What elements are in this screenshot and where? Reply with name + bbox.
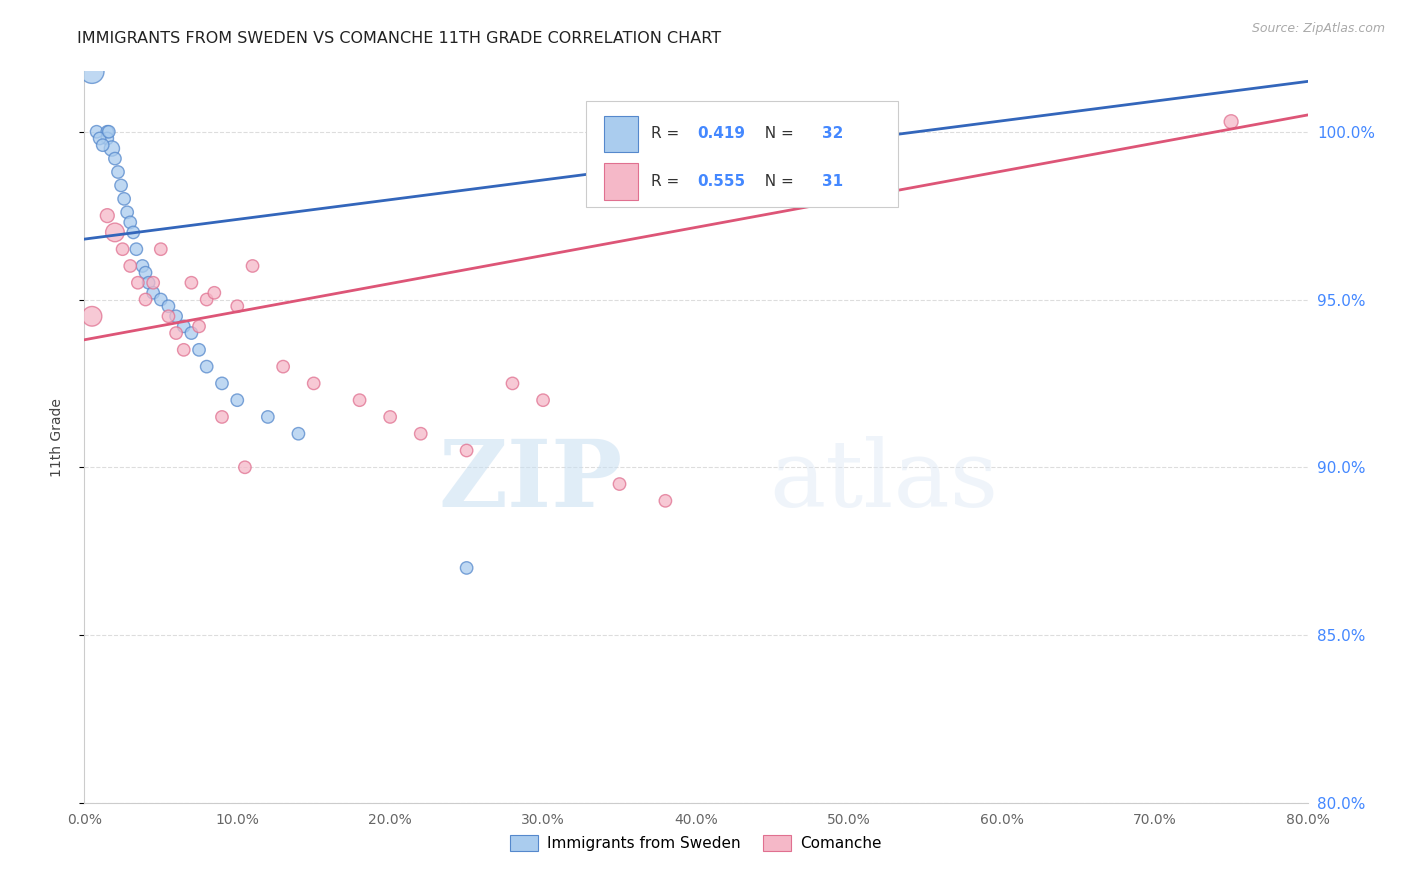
Text: 32: 32 [823,127,844,142]
Text: 31: 31 [823,174,844,189]
Text: Source: ZipAtlas.com: Source: ZipAtlas.com [1251,22,1385,36]
Point [104,226,127,240]
Point [138,276,160,290]
Point [349,393,371,408]
Point [211,376,233,391]
Text: R =: R = [651,127,683,142]
Point [302,376,325,391]
Point [188,319,211,334]
Point [142,285,165,300]
Point [86,125,108,139]
Point [80,64,103,78]
Point [142,276,165,290]
Point [101,142,124,156]
Text: 0.419: 0.419 [697,127,745,142]
Point [233,460,256,475]
Point [149,293,172,307]
Text: ZIP: ZIP [439,436,623,526]
Point [1220,114,1243,128]
Text: atlas: atlas [769,436,998,526]
Point [165,310,187,324]
Point [110,178,132,193]
Point [180,326,202,340]
Text: IMMIGRANTS FROM SWEDEN VS COMANCHE 11TH GRADE CORRELATION CHART: IMMIGRANTS FROM SWEDEN VS COMANCHE 11TH … [77,31,721,46]
Point [226,299,249,313]
Point [120,215,142,229]
FancyBboxPatch shape [605,116,638,153]
Point [211,409,233,424]
Point [96,209,118,223]
Text: N =: N = [755,174,799,189]
Point [195,359,218,374]
Point [135,293,157,307]
Legend: Immigrants from Sweden, Comanche: Immigrants from Sweden, Comanche [505,830,887,857]
Point [91,138,114,153]
Point [96,131,118,145]
Point [654,493,676,508]
Point [149,242,172,256]
Point [120,259,142,273]
Point [287,426,309,441]
Point [271,359,294,374]
Point [202,285,225,300]
Point [257,409,280,424]
Point [104,152,127,166]
Point [456,443,478,458]
Text: N =: N = [755,127,799,142]
Text: R =: R = [651,174,683,189]
Point [111,242,134,256]
Point [242,259,264,273]
Point [173,319,195,334]
Point [135,266,157,280]
Point [165,326,187,340]
Point [531,393,554,408]
Point [173,343,195,357]
Point [226,393,249,408]
Point [502,376,524,391]
Point [195,293,218,307]
FancyBboxPatch shape [605,163,638,200]
Point [131,259,153,273]
Point [89,131,111,145]
Point [456,561,478,575]
Point [112,192,135,206]
Point [609,477,631,491]
Point [96,125,118,139]
Point [157,310,180,324]
Point [127,276,149,290]
Point [97,125,120,139]
Text: 0.555: 0.555 [697,174,745,189]
Y-axis label: 11th Grade: 11th Grade [49,398,63,476]
Point [107,165,129,179]
Point [80,310,103,324]
Point [157,299,180,313]
Point [115,205,138,219]
Point [380,409,402,424]
Point [122,226,145,240]
FancyBboxPatch shape [586,101,898,207]
Point [180,276,202,290]
Point [188,343,211,357]
Point [409,426,432,441]
Point [125,242,148,256]
